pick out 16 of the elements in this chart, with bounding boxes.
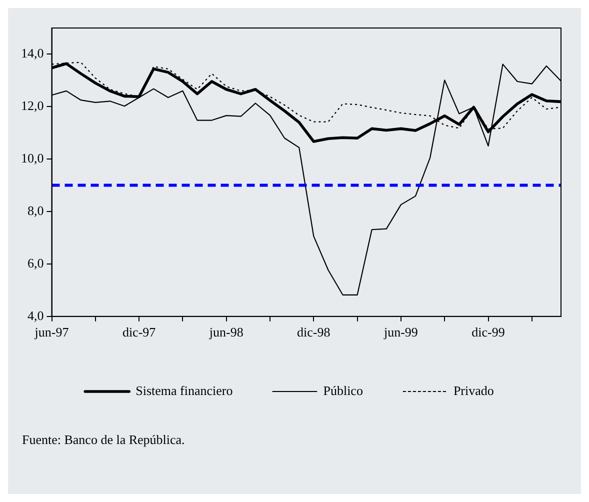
legend-label: Privado: [453, 382, 494, 398]
source-note: Fuente: Banco de la República.: [22, 432, 186, 448]
y-tick-label: 14,0: [21, 46, 44, 61]
y-tick-label: 8,0: [28, 202, 44, 218]
x-tick-label: jun-99: [382, 324, 418, 340]
legend-label: Sistema financiero: [136, 382, 233, 398]
x-tick-label: jun-98: [208, 324, 244, 340]
y-tick-label: 6,0: [28, 255, 44, 270]
y-tick-label: 10,0: [21, 150, 44, 166]
x-tick-label: dic-97: [122, 324, 156, 340]
x-tick-label: jun-97: [34, 324, 70, 340]
y-tick-label: 12,0: [21, 98, 44, 114]
x-tick-label: dic-98: [297, 324, 330, 340]
legend-label: Público: [323, 382, 363, 398]
x-tick-label: dic-99: [472, 324, 505, 340]
y-tick-label: 4,0: [28, 308, 44, 323]
